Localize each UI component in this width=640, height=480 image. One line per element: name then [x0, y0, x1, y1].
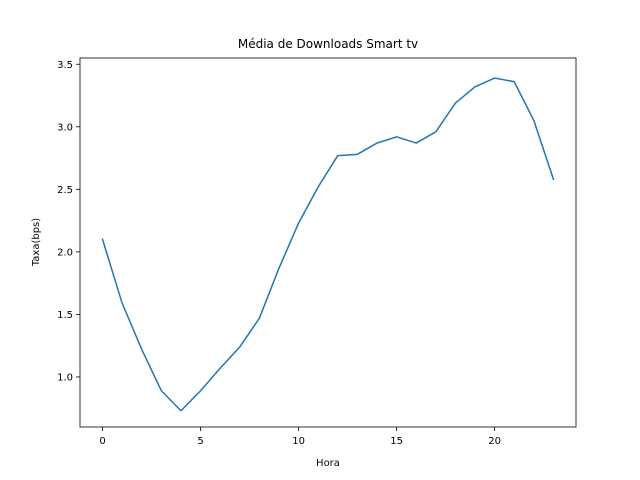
y-tick-label: 3.0: [57, 122, 73, 133]
x-tick-label: 10: [292, 436, 305, 447]
y-tick-label: 1.0: [57, 372, 73, 383]
x-axis: 0 5 10 15 20: [99, 427, 501, 447]
x-tick-label: 5: [197, 436, 203, 447]
y-tick-label: 1.5: [57, 310, 73, 321]
y-axis-label: Taxa(bps): [31, 218, 42, 267]
y-tick-label: 2.0: [57, 247, 73, 258]
plot-area: [101, 77, 555, 412]
y-axis: 1.0 1.5 2.0 2.5 3.0 3.5: [57, 60, 80, 383]
x-tick-label: 0: [99, 436, 105, 447]
y-tick-label: 2.5: [57, 185, 73, 196]
x-tick-label: 15: [390, 436, 403, 447]
y-tick-label: 3.5: [57, 60, 73, 71]
chart-title: Média de Downloads Smart tv: [238, 37, 418, 51]
axes-frame: [79, 57, 577, 428]
x-axis-label: Hora: [316, 458, 340, 469]
x-tick-label: 20: [488, 436, 501, 447]
series-line: [101, 77, 555, 412]
